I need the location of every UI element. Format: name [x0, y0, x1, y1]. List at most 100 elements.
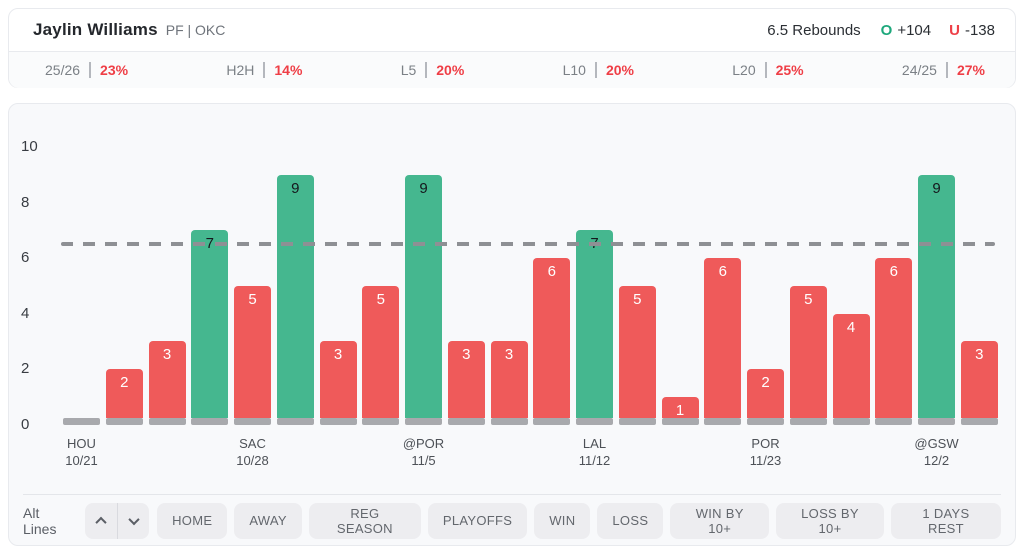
prop-line-threshold: [61, 242, 995, 247]
bar-base-stub: [63, 417, 100, 425]
stat-item-24-25: 24/25 27%: [902, 62, 985, 78]
bar-base-stub: [747, 417, 784, 425]
x-axis-label-hou: HOU 10/21: [65, 435, 98, 468]
bar-game-20-under: 6: [875, 258, 913, 418]
filter-button-loss-by-10-[interactable]: LOSS BY 10+: [776, 502, 884, 539]
filter-button-reg-season[interactable]: REG SEASON: [308, 502, 421, 539]
filter-button-win[interactable]: WIN: [534, 502, 591, 539]
bar-base-stub: [105, 417, 143, 425]
bar-game-4-over: 7: [191, 230, 229, 418]
stat-item-l5: L5 20%: [400, 62, 464, 78]
bar-base-stub: [148, 417, 186, 425]
stat-value: 25%: [775, 62, 804, 78]
bar-base-stub: [875, 417, 913, 425]
bar-value-label: 5: [376, 290, 385, 308]
chart-footer: Alt Lines HOME AWAY REG SEASON PLAYOFFS WIN L…: [23, 494, 1001, 546]
over-odds-value: +104: [897, 21, 932, 39]
y-axis-tick-0: 0: [21, 415, 30, 433]
bar-value-label: 3: [333, 346, 343, 364]
stat-item-25-26: 25/26 23%: [45, 62, 128, 78]
player-name-row: Jaylin Williams PF | OKC 6.5 Rebounds O …: [9, 9, 1015, 51]
stat-value: 20%: [605, 62, 634, 78]
stat-divider: [263, 62, 266, 78]
filter-button-loss[interactable]: LOSS: [597, 502, 664, 539]
bar-value-label: 3: [162, 346, 172, 364]
stat-value: 27%: [956, 62, 985, 78]
bar-game-5-under: 5: [234, 285, 271, 418]
bar-value-label: 6: [889, 263, 898, 280]
under-odds: U -138: [949, 22, 995, 39]
stat-label: L20: [732, 62, 756, 78]
bar-game-6-over: 9: [276, 174, 314, 418]
filter-button-win-by-10-[interactable]: WIN BY 10+: [670, 502, 770, 539]
stat-divider: [425, 62, 428, 78]
bar-base-stub: [704, 417, 742, 425]
bar-base-stub: [447, 417, 485, 425]
stats-row: 25/26 23% H2H 14% L5 20% L10 20% L20 25% 24/25 27%: [9, 51, 1015, 88]
over-icon: O: [880, 21, 893, 39]
alt-lines-label: Alt Lines: [23, 504, 57, 537]
bar-game-19-under: 4: [832, 313, 870, 418]
filter-button-group: HOME AWAY REG SEASON PLAYOFFS WIN LOSS WIN BY …: [157, 502, 1001, 539]
bar-value-label: 3: [462, 346, 471, 364]
bar-game-7-under: 3: [319, 341, 357, 418]
bar-value-label: 6: [547, 263, 556, 280]
stat-divider: [594, 62, 597, 78]
filter-button-1-days-rest[interactable]: 1 DAYS REST: [890, 502, 1001, 539]
bar-base-stub: [490, 417, 528, 425]
filter-button-away[interactable]: AWAY: [234, 502, 302, 539]
x-axis-label-sac: SAC 10/28: [236, 435, 269, 468]
bar-base-stub: [789, 417, 827, 425]
bar-game-10-under: 3: [447, 341, 485, 418]
bar-game-18-under: 5: [789, 285, 827, 418]
stat-label: 24/25: [901, 62, 937, 78]
x-axis-label-por: POR 11/23: [749, 435, 782, 468]
bar-value-label: 5: [633, 290, 642, 308]
alt-line-up-button[interactable]: [85, 503, 117, 539]
bar-value-label: 5: [248, 290, 257, 308]
bar-value-label: 6: [718, 263, 727, 280]
bar-game-15-under: 1: [661, 396, 699, 419]
stat-value: 23%: [100, 62, 129, 78]
bar-base-stub: [960, 417, 998, 425]
stat-label: L5: [400, 62, 417, 78]
bar-game-16-under: 6: [704, 258, 742, 418]
bar-game-14-under: 5: [618, 285, 656, 418]
filter-button-home[interactable]: HOME: [157, 502, 228, 539]
bar-value-label: 9: [419, 179, 428, 197]
filter-button-playoffs[interactable]: PLAYOFFS: [427, 502, 528, 539]
stat-item-l10: L10 20%: [563, 62, 634, 78]
prop-line-label: 6.5 Rebounds: [767, 21, 861, 39]
under-odds-value: -138: [964, 21, 995, 39]
x-axis-label-at-gsw: @GSW 12/2: [914, 435, 959, 468]
bar-value-label: 2: [120, 374, 129, 391]
bar-base-stub: [234, 417, 271, 425]
stat-label: L10: [562, 62, 586, 78]
bar-value-label: 3: [975, 346, 984, 364]
bar-base-stub: [362, 417, 400, 425]
bar-base-stub: [319, 417, 357, 425]
stat-item-h2h: H2H 14%: [226, 62, 302, 78]
bar-game-12-under: 6: [533, 258, 571, 418]
bar-base-stub: [832, 417, 870, 425]
bar-base-stub: [918, 417, 955, 425]
y-axis-tick-8: 8: [21, 193, 30, 211]
alt-line-down-button[interactable]: [117, 502, 149, 539]
player-name: Jaylin Williams: [33, 20, 158, 39]
bar-game-22-under: 3: [960, 341, 998, 418]
bar-value-label: 4: [846, 318, 856, 336]
bar-base-stub: [533, 417, 571, 425]
bar-game-3-under: 3: [148, 341, 186, 418]
player-position-team: PF | OKC: [165, 22, 226, 38]
stat-divider: [764, 62, 767, 78]
player-prop-header-card: Jaylin Williams PF | OKC 6.5 Rebounds O …: [8, 8, 1016, 88]
bar-value-label: 2: [761, 374, 770, 391]
bar-game-9-over: 9: [405, 174, 442, 418]
bar-game-11-under: 3: [490, 341, 528, 418]
chevron-up-icon: [95, 516, 107, 528]
stat-divider: [89, 62, 92, 78]
alt-lines-stepper: [85, 502, 150, 539]
under-icon: U: [949, 21, 960, 39]
